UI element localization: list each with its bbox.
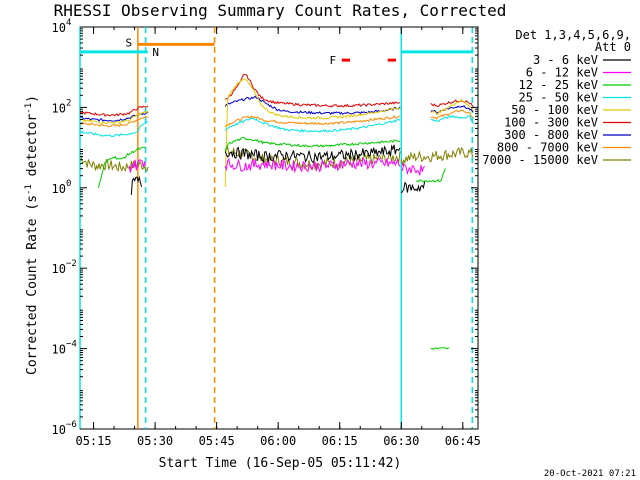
series-line-1 xyxy=(225,146,401,171)
series-line-0 xyxy=(79,120,149,137)
y-tick-label-5: 10 xyxy=(52,21,66,35)
y-tick-exp-3: 0 xyxy=(66,179,71,189)
legend-label-6: 300 - 800 keV xyxy=(504,128,598,142)
flare-label: F xyxy=(329,54,336,67)
y-tick-label-2: 10 xyxy=(52,262,66,276)
legend-header-2: Att 0 xyxy=(595,40,631,54)
series-50-100keV xyxy=(79,78,474,188)
y-tick-exp-0: −6 xyxy=(66,420,77,430)
series-line-2 xyxy=(400,181,426,194)
series-line-0 xyxy=(98,146,146,189)
series-line-0 xyxy=(79,105,149,117)
y-axis-label-exp1: -1 xyxy=(24,184,34,195)
series-line-1 xyxy=(224,114,401,128)
series-line-1 xyxy=(224,73,401,108)
y-axis-label-main: Corrected Count Rate (s xyxy=(25,195,40,375)
series-line-1 xyxy=(224,137,401,152)
y-axis-label: Corrected Count Rate (s-1 detector-1) xyxy=(24,95,40,375)
y-tick-label-1: 10 xyxy=(52,343,66,357)
observing-markers: S N F xyxy=(80,36,474,67)
y-tick-label-0: 10 xyxy=(52,423,66,437)
legend-header-1: Det 1,3,4,5,6,9, xyxy=(515,28,631,42)
series-line-2 xyxy=(400,146,474,167)
series-line-0 xyxy=(79,110,149,125)
y-axis-label-exp2: -1 xyxy=(24,103,34,114)
series-line-2 xyxy=(430,114,474,125)
series-25-50keV xyxy=(79,114,474,137)
x-tick-label-0: 05:15 xyxy=(75,434,111,448)
series-line-1 xyxy=(224,78,401,188)
series-line-2 xyxy=(401,162,426,176)
y-axis-label-end: ) xyxy=(25,95,40,103)
series-line-2 xyxy=(430,104,474,115)
x-tick-label-3: 06:00 xyxy=(260,434,296,448)
series-line-2 xyxy=(416,168,446,183)
legend-label-2: 12 - 25 keV xyxy=(519,78,598,92)
y-axis-label-mid: detector xyxy=(25,114,40,185)
series-line-0 xyxy=(128,159,147,173)
x-axis-label: Start Time (16-Sep-05 05:11:42) xyxy=(159,456,402,471)
legend-label-0: 3 - 6 keV xyxy=(533,53,598,67)
legend-label-3: 25 - 50 keV xyxy=(519,91,598,105)
chart-title: RHESSI Observing Summary Count Rates, Co… xyxy=(54,1,507,20)
series-line-0 xyxy=(79,156,149,173)
legend-label-5: 100 - 300 keV xyxy=(504,116,598,130)
series-line-1 xyxy=(224,95,401,115)
y-tick-exp-5: 4 xyxy=(66,18,71,28)
x-tick-label-4: 06:15 xyxy=(322,434,358,448)
legend-label-4: 50 - 100 keV xyxy=(511,103,598,117)
x-tick-label-6: 06:45 xyxy=(445,434,481,448)
legend-label-8: 7000 - 15000 keV xyxy=(482,153,598,167)
x-tick-label-1: 05:30 xyxy=(137,434,173,448)
y-tick-exp-2: −2 xyxy=(66,259,77,269)
y-tick-label-4: 10 xyxy=(52,101,66,115)
night-label: N xyxy=(152,46,159,59)
series-group xyxy=(79,73,474,351)
series-100-300keV xyxy=(79,73,474,117)
series-line-0 xyxy=(130,175,142,195)
saa-label: S xyxy=(126,36,133,49)
timestamp: 20-Oct-2021 07:21 xyxy=(544,469,636,479)
legend-label-1: 6 - 12 keV xyxy=(526,66,598,80)
series-6-12keV xyxy=(128,157,426,176)
x-tick-label-5: 06:30 xyxy=(383,434,419,448)
series-line-1 xyxy=(224,157,401,174)
vertical-markers xyxy=(79,27,474,429)
series-line-1 xyxy=(224,144,401,164)
series-line-2 xyxy=(430,109,474,120)
series-800-7000keV xyxy=(79,109,474,128)
series-line-2 xyxy=(430,99,474,108)
y-tick-exp-4: 2 xyxy=(66,98,71,108)
series-line-3 xyxy=(430,347,450,351)
y-tick-exp-1: −4 xyxy=(66,340,77,350)
x-tick-label-2: 05:45 xyxy=(199,434,235,448)
legend-label-7: 800 - 7000 keV xyxy=(497,141,598,155)
series-7000-15000keV xyxy=(79,146,474,173)
series-line-0 xyxy=(79,116,149,128)
series-line-2 xyxy=(430,98,474,116)
series-12-25keV xyxy=(98,137,450,351)
y-tick-label-3: 10 xyxy=(52,182,66,196)
series-line-1 xyxy=(224,117,401,133)
series-3-6keV xyxy=(130,144,426,195)
